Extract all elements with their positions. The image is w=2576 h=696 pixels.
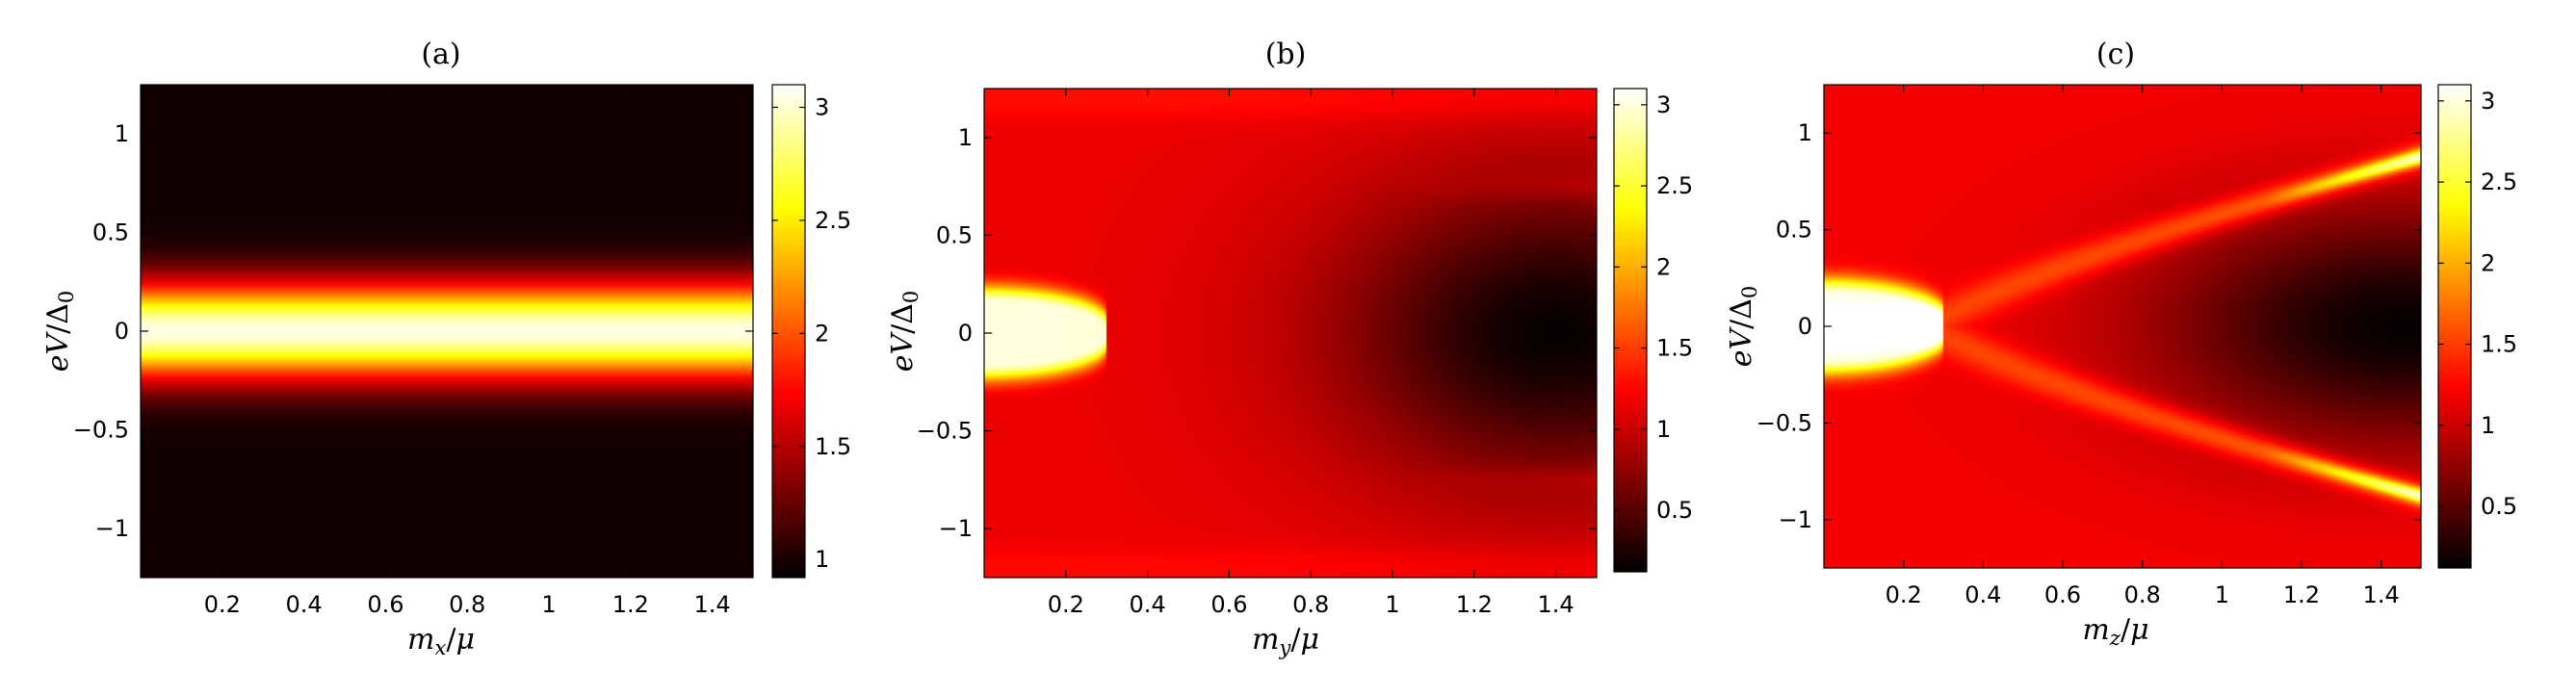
panel-c-colorbar-tick-label: 2 — [2481, 249, 2495, 276]
panel-b-heatmap-holder — [984, 89, 1597, 578]
panel-b-colorbar-tick-label: 0.5 — [1656, 497, 1693, 524]
panel-b-x-tick-label: 0.4 — [1130, 591, 1166, 618]
panel-c-y-tick-label: 1 — [1798, 119, 1812, 146]
panel-b-colorbar — [1614, 89, 1647, 572]
panel-a-colorbar-tick-label: 1.5 — [815, 433, 851, 460]
panel-b-x-tick-label: 0.6 — [1210, 591, 1247, 618]
panel-b-heatmap — [984, 89, 1597, 578]
panel-a-y-tick-label: 1 — [115, 120, 129, 147]
panel-b-y-tick-label: −0.5 — [917, 418, 973, 445]
panel-c-colorbar-frame — [2437, 84, 2472, 569]
panel-c-x-tick-label: 1.4 — [2363, 581, 2400, 608]
panel-c-x-tick-label: 1.2 — [2283, 581, 2320, 608]
panel-c-colorbar-tick-label: 0.5 — [2481, 493, 2517, 520]
panel-c-colorbar-tick-label: 2.5 — [2481, 168, 2517, 195]
panel-a-x-tick-label: 0.2 — [204, 591, 241, 618]
panel-a-colorbar-holder — [772, 85, 805, 578]
panel-a-colorbar-frame — [771, 84, 806, 579]
panel-a-colorbar-tick-label: 2.5 — [815, 207, 851, 234]
panel-c-heatmap-holder — [1824, 85, 2421, 568]
panel-a-x-tick-label: 1.2 — [612, 591, 649, 618]
panel-a-y-tick-label: −0.5 — [73, 416, 129, 443]
panel-c-y-axis-label: eV/Δ0 — [1725, 286, 1761, 368]
panel-c-x-tick-label: 1 — [2215, 581, 2229, 608]
panel-c-heatmap — [1824, 85, 2421, 568]
panel-b-colorbar-tick-label: 1 — [1656, 416, 1671, 443]
panel-c-x-tick-label: 0.4 — [1965, 581, 2001, 608]
panel-a-colorbar-tick-label: 1 — [815, 546, 829, 573]
panel-c-y-tick-label: −0.5 — [1756, 409, 1812, 436]
panel-b-colorbar-tick-label: 3 — [1656, 91, 1671, 118]
panel-a-y-tick-label: 0 — [115, 318, 129, 345]
panel-a-colorbar-ticks: 1 1.5 2 2.5 3 — [772, 93, 851, 573]
panel-c-colorbar-holder — [2438, 85, 2471, 568]
panel-c-colorbar — [2438, 85, 2471, 568]
panel-a-x-axis-label: mx/μ — [407, 623, 475, 659]
panel-a-y-tick-label: −1 — [95, 515, 129, 542]
panel-a-heatmap — [141, 85, 753, 578]
panel-c-x-tick-label: 0.6 — [2044, 581, 2081, 608]
panel-a-colorbar — [772, 85, 805, 578]
panel-b-y-tick-label: −1 — [939, 515, 973, 542]
panel-b-ticks: 0.2 0.4 0.6 0.8 1 1.2 1.4 −1 −0.5 0 0.5 1 — [917, 89, 1597, 618]
panel-a-x-tick-label: 0.6 — [367, 591, 403, 618]
panel-a: (a) 0.2 0.4 0.6 0.8 1 1.2 1.4−1−0.500.51 mx/μ … — [41, 38, 851, 659]
panel-a-y-axis-label: eV/Δ0 — [41, 291, 78, 373]
panel-c-colorbar-tick-label: 1 — [2481, 412, 2495, 439]
panel-c-x-tick-label: 0.2 — [1886, 581, 1922, 608]
panel-a-colorbar-tick-label: 2 — [815, 320, 829, 347]
panel-c-y-tick-label: −1 — [1779, 506, 1812, 533]
panel-c-x-tick-label: 0.8 — [2124, 581, 2161, 608]
panel-b-x-tick-label: 0.2 — [1048, 591, 1084, 618]
panel-a-y-tick-label: 0.5 — [92, 219, 129, 246]
panel-a-heatmap-holder — [141, 85, 753, 578]
panel-c-colorbar-tick-label: 3 — [2481, 88, 2495, 115]
panel-a-x-tick-label: 1 — [541, 591, 556, 618]
panel-b-colorbar-tick-label: 2.5 — [1656, 172, 1693, 199]
panel-c: (c) 0.2 0.4 0.6 0.8 1 1.2 1.4−1−0.500.51 mz/μ … — [1725, 38, 2517, 650]
panel-a-colorbar-tick-label: 3 — [815, 93, 829, 120]
panel-b-colorbar-frame — [1613, 88, 1648, 573]
panel-a-title: (a) — [421, 38, 460, 71]
panel-c-colorbar-tick-label: 1.5 — [2481, 331, 2517, 358]
panel-a-x-tick-label: 0.4 — [286, 591, 323, 618]
panel-b-y-axis-label: eV/Δ0 — [886, 291, 923, 373]
panel-c-y-tick-label: 0.5 — [1776, 217, 1812, 244]
panel-b-x-axis-label: my/μ — [1252, 623, 1319, 659]
panel-b-y-tick-label: 1 — [958, 124, 973, 151]
panel-b-x-tick-label: 1.2 — [1456, 591, 1493, 618]
panel-b: (b) 0.2 0.4 0.6 0.8 1 1.2 1.4−1−0.500.51 my/μ … — [886, 38, 1693, 659]
panel-b-x-tick-label: 1 — [1385, 591, 1399, 618]
panel-a-x-tick-label: 1.4 — [694, 591, 731, 618]
panel-b-colorbar-ticks: 0.5 1 1.5 2 2.5 3 — [1614, 91, 1693, 524]
panel-b-colorbar-tick-label: 1.5 — [1656, 335, 1693, 362]
panel-c-ticks: 0.2 0.4 0.6 0.8 1 1.2 1.4 −1 −0.5 0 0.5 1 — [1756, 85, 2421, 608]
panel-c-x-axis-label: mz/μ — [2082, 613, 2148, 650]
panel-b-x-tick-label: 0.8 — [1292, 591, 1329, 618]
panel-a-x-tick-label: 0.8 — [449, 591, 485, 618]
panel-c-title: (c) — [2096, 38, 2135, 71]
panel-b-y-tick-label: 0.5 — [936, 221, 973, 248]
panel-b-colorbar-tick-label: 2 — [1656, 253, 1671, 280]
panel-b-colorbar-holder — [1614, 89, 1647, 572]
panel-b-x-tick-label: 1.4 — [1538, 591, 1574, 618]
panel-a-ticks: 0.2 0.4 0.6 0.8 1 1.2 1.4 −1 −0.5 0 0.5 1 — [73, 85, 753, 618]
panel-b-title: (b) — [1265, 38, 1307, 71]
panel-c-y-tick-label: 0 — [1798, 313, 1812, 340]
panel-c-colorbar-ticks: 0.5 1 1.5 2 2.5 3 — [2438, 88, 2517, 520]
panel-b-y-tick-label: 0 — [958, 320, 973, 347]
